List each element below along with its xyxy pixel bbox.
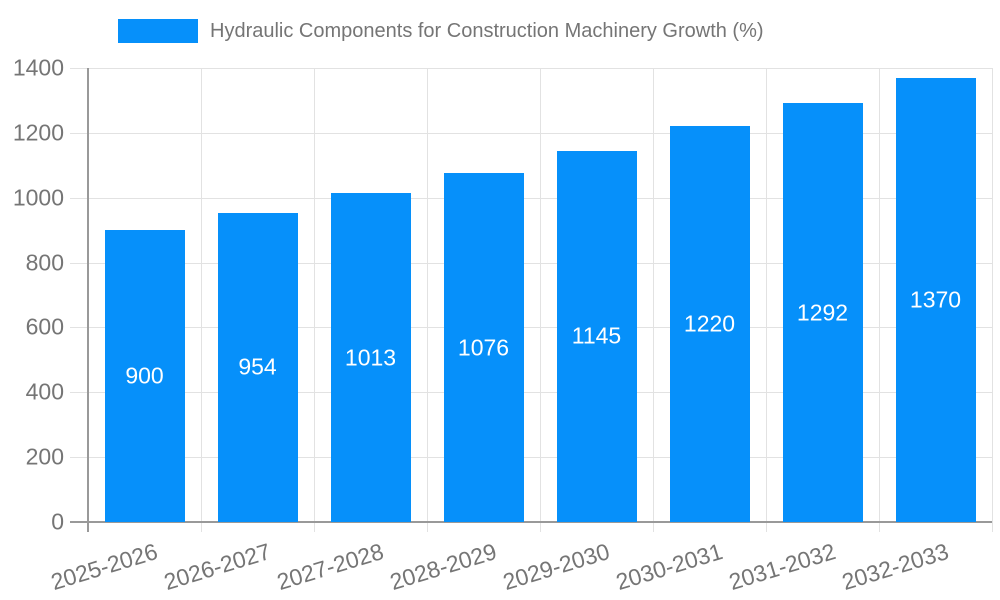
gridline-horizontal: [70, 457, 992, 459]
bar-value-label: 1013: [344, 344, 397, 371]
gridline-vertical: [653, 68, 654, 532]
y-axis-tick-label: 800: [25, 249, 64, 276]
y-axis-tick-label: 1200: [12, 119, 64, 146]
y-axis-line: [87, 68, 89, 532]
x-axis-tick-label: 2027-2028: [273, 538, 387, 596]
bar[interactable]: [217, 212, 298, 522]
x-axis-tick-label: 2029-2030: [499, 538, 613, 596]
gridline-vertical: [992, 68, 993, 532]
gridline-vertical: [314, 68, 315, 532]
y-axis-tick-label: 600: [25, 313, 64, 340]
x-axis-line: [70, 521, 992, 523]
gridline-horizontal: [70, 392, 992, 394]
bar-value-label: 1076: [457, 334, 510, 361]
gridline-vertical: [766, 68, 767, 532]
y-axis-tick-label: 0: [51, 508, 64, 535]
bar-value-label: 1370: [909, 286, 962, 313]
x-axis-tick-label: 2026-2027: [160, 538, 274, 596]
gridline-horizontal: [70, 197, 992, 199]
bar[interactable]: [669, 126, 750, 522]
legend-label: Hydraulic Components for Construction Ma…: [210, 19, 764, 42]
gridline-vertical: [879, 68, 880, 532]
x-axis-tick-label: 2030-2031: [612, 538, 726, 596]
gridline-horizontal: [70, 68, 992, 69]
bar-value-label: 1145: [571, 322, 622, 349]
x-axis-tick-label: 2025-2026: [47, 538, 161, 596]
bar-value-label: 900: [125, 362, 164, 389]
legend-swatch: [118, 19, 198, 43]
gridline-vertical: [427, 68, 428, 532]
bar-value-label: 1292: [796, 299, 849, 325]
gridline-horizontal: [70, 327, 992, 329]
bar[interactable]: [443, 173, 524, 522]
bar[interactable]: [782, 103, 863, 522]
x-axis-tick-label: 2032-2033: [838, 538, 952, 596]
bar[interactable]: [556, 150, 637, 522]
y-axis-tick-label: 1400: [12, 54, 64, 81]
bar[interactable]: [330, 193, 411, 522]
gridline-horizontal: [70, 132, 992, 134]
bar[interactable]: [895, 77, 976, 522]
x-axis-tick-label: 2028-2029: [386, 538, 500, 596]
bar[interactable]: [104, 230, 185, 522]
legend[interactable]: Hydraulic Components for Construction Ma…: [118, 19, 764, 43]
gridline-vertical: [540, 68, 541, 532]
gridline-horizontal: [70, 262, 992, 264]
gridline-vertical: [201, 68, 202, 532]
bar-value-label: 1220: [683, 310, 736, 337]
bar-value-label: 954: [238, 353, 277, 380]
x-axis-tick-label: 2031-2032: [725, 538, 839, 596]
y-axis-tick-label: 400: [25, 378, 64, 405]
y-axis-tick-label: 200: [25, 443, 64, 470]
y-axis-tick-label: 1000: [12, 184, 64, 211]
